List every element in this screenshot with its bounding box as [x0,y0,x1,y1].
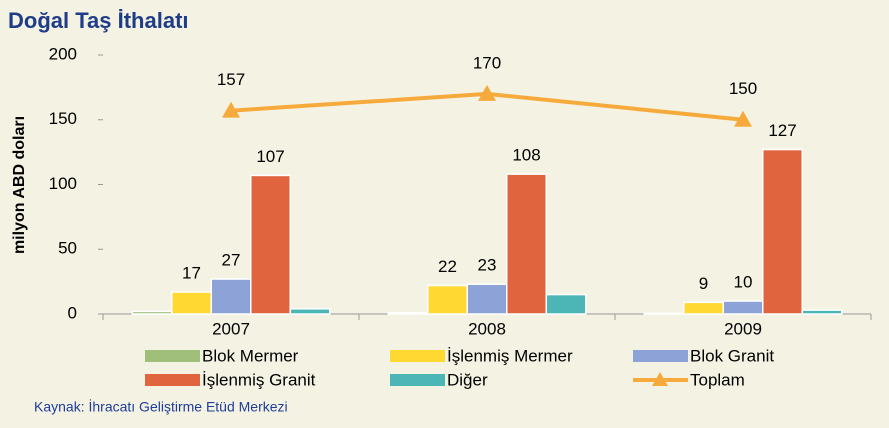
y-tick-label: 100 [49,174,77,193]
bar [722,300,764,315]
data-label: 23 [478,256,497,275]
legend-label: Blok Mermer [202,346,299,365]
chart-title: Doğal Taş İthalatı [8,8,189,33]
data-label: 17 [182,263,201,282]
x-tick-label: 2009 [724,319,762,338]
bar [643,312,685,315]
bar [131,310,173,315]
bar [683,301,724,315]
bar [427,284,468,315]
bar [210,278,252,315]
bar [171,291,212,315]
bar [506,173,547,315]
legend-label: Diğer [447,370,488,389]
legend-label: İşlenmiş Mermer [447,346,573,365]
legend-swatch [145,374,200,386]
legend-swatch [390,350,445,362]
data-label: 108 [512,146,540,165]
bar [289,308,331,315]
x-tick-label: 2007 [212,319,250,338]
data-label: 150 [729,79,757,98]
y-tick-label: 150 [49,109,77,128]
data-label: 22 [438,257,457,276]
x-tick-label: 2008 [468,319,506,338]
bar [466,283,508,315]
y-tick-label: 0 [68,303,77,322]
total-marker [734,110,752,127]
total-marker [222,101,240,118]
bar [250,174,291,315]
data-label: 27 [222,251,241,270]
bar [545,293,587,315]
bar [387,311,429,315]
data-label: 10 [734,273,753,292]
legend-swatch [390,374,445,386]
legend-marker [652,372,668,386]
data-label: 9 [699,274,708,293]
data-label: 170 [473,53,501,72]
y-tick-label: 50 [58,239,77,258]
legend-label: İşlenmiş Granit [202,370,316,389]
bar [801,309,843,315]
legend-label: Blok Granit [690,346,774,365]
source: Kaynak: İhracatı Geliştirme Etüd Merkezi [34,398,288,415]
y-tick-label: 200 [49,44,77,63]
data-label: 157 [217,70,245,89]
legend-label: Toplam [690,370,745,389]
legend-swatch [145,350,200,362]
total-marker [478,84,496,101]
data-label: 107 [256,147,284,166]
data-label: 127 [768,121,796,140]
y-axis-label: milyon ABD doları [11,116,28,254]
legend-swatch [633,350,688,362]
bar [762,148,803,315]
